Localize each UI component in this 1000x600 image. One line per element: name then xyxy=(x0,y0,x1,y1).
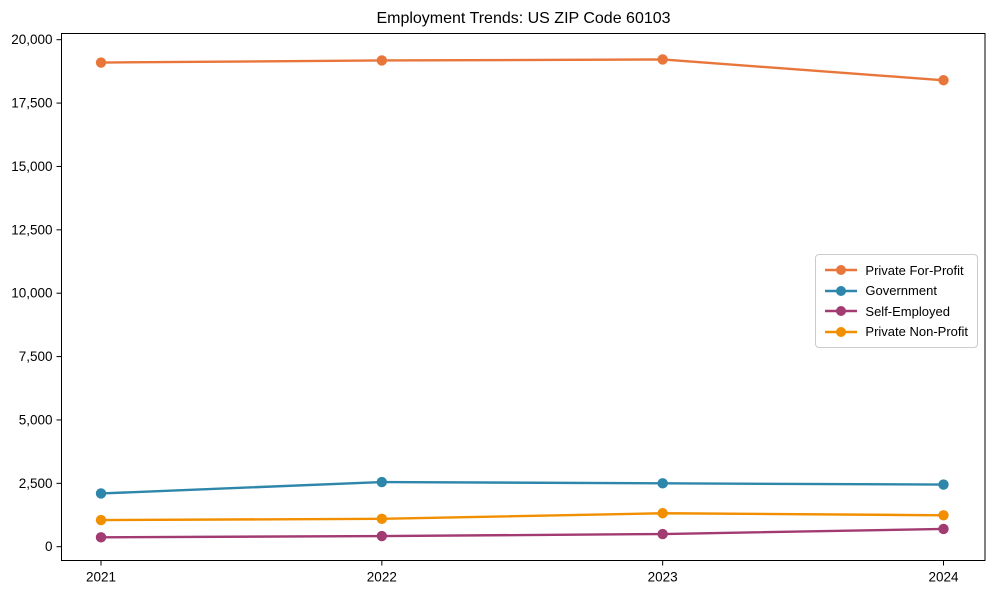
legend-marker-private-non-profit xyxy=(825,326,858,337)
y-axis-tick-label: 15,000 xyxy=(11,159,52,174)
legend-item-private-non-profit: Private Non-Profit xyxy=(824,322,968,343)
plot-frame xyxy=(61,33,986,561)
data-point-government-2021 xyxy=(95,488,107,499)
legend-dot xyxy=(836,306,847,317)
data-point-government-2022 xyxy=(376,476,388,488)
y-axis-tick-label: 7,500 xyxy=(19,349,53,364)
data-point-self-employed-2023 xyxy=(657,528,668,540)
legend-item-private-for-profit: Private For-Profit xyxy=(824,260,968,281)
y-axis-tick-label: 20,000 xyxy=(11,32,52,47)
data-point-private-for-profit-2024 xyxy=(938,75,949,86)
legend-label-private-for-profit: Private For-Profit xyxy=(865,262,964,278)
y-axis-tick-label: 12,500 xyxy=(11,222,52,237)
series-line-self-employed xyxy=(100,527,944,539)
legend-item-self-employed: Self-Employed xyxy=(824,301,968,322)
y-axis-tick-label: 5,000 xyxy=(19,412,53,427)
data-point-self-employed-2024 xyxy=(938,523,949,535)
data-point-private-non-profit-2024 xyxy=(938,510,949,521)
data-point-private-for-profit-2021 xyxy=(95,57,107,68)
data-point-government-2024 xyxy=(938,479,949,490)
legend-item-government: Government xyxy=(824,281,968,302)
legend: Private For-Profit Government Self-Employe… xyxy=(815,254,978,348)
legend-dot xyxy=(836,285,847,296)
data-point-private-for-profit-2023 xyxy=(657,54,668,65)
series-line-private-for-profit xyxy=(100,58,944,82)
data-point-private-non-profit-2022 xyxy=(376,513,388,525)
x-axis-tick-label: 2021 xyxy=(86,570,116,585)
series-line-private-non-profit xyxy=(100,512,944,522)
legend-label-government: Government xyxy=(865,283,937,299)
data-point-private-for-profit-2022 xyxy=(376,55,388,66)
data-point-government-2023 xyxy=(657,478,668,489)
x-axis-tick-label: 2022 xyxy=(367,570,397,585)
y-axis-tick-label: 10,000 xyxy=(11,286,52,301)
legend-marker-self-employed xyxy=(825,306,858,317)
data-point-private-non-profit-2021 xyxy=(95,514,107,526)
legend-dot xyxy=(836,265,847,276)
legend-marker-private-for-profit xyxy=(825,265,858,276)
y-axis-tick-label: 17,500 xyxy=(11,96,52,111)
y-axis-tick-label: 0 xyxy=(45,539,53,554)
legend-label-self-employed: Self-Employed xyxy=(865,303,950,319)
chart-title: Employment Trends: US ZIP Code 60103 xyxy=(376,10,671,27)
data-point-self-employed-2022 xyxy=(376,530,388,542)
x-axis-tick-label: 2023 xyxy=(648,570,678,585)
legend-marker-government xyxy=(825,285,858,296)
data-point-self-employed-2021 xyxy=(95,532,107,543)
y-axis-tick-label: 2,500 xyxy=(19,476,53,491)
series-line-government xyxy=(100,480,944,495)
data-point-private-non-profit-2023 xyxy=(657,508,668,519)
x-axis-tick-label: 2024 xyxy=(928,570,959,585)
legend-label-private-non-profit: Private Non-Profit xyxy=(865,324,968,340)
legend-dot xyxy=(836,326,847,337)
